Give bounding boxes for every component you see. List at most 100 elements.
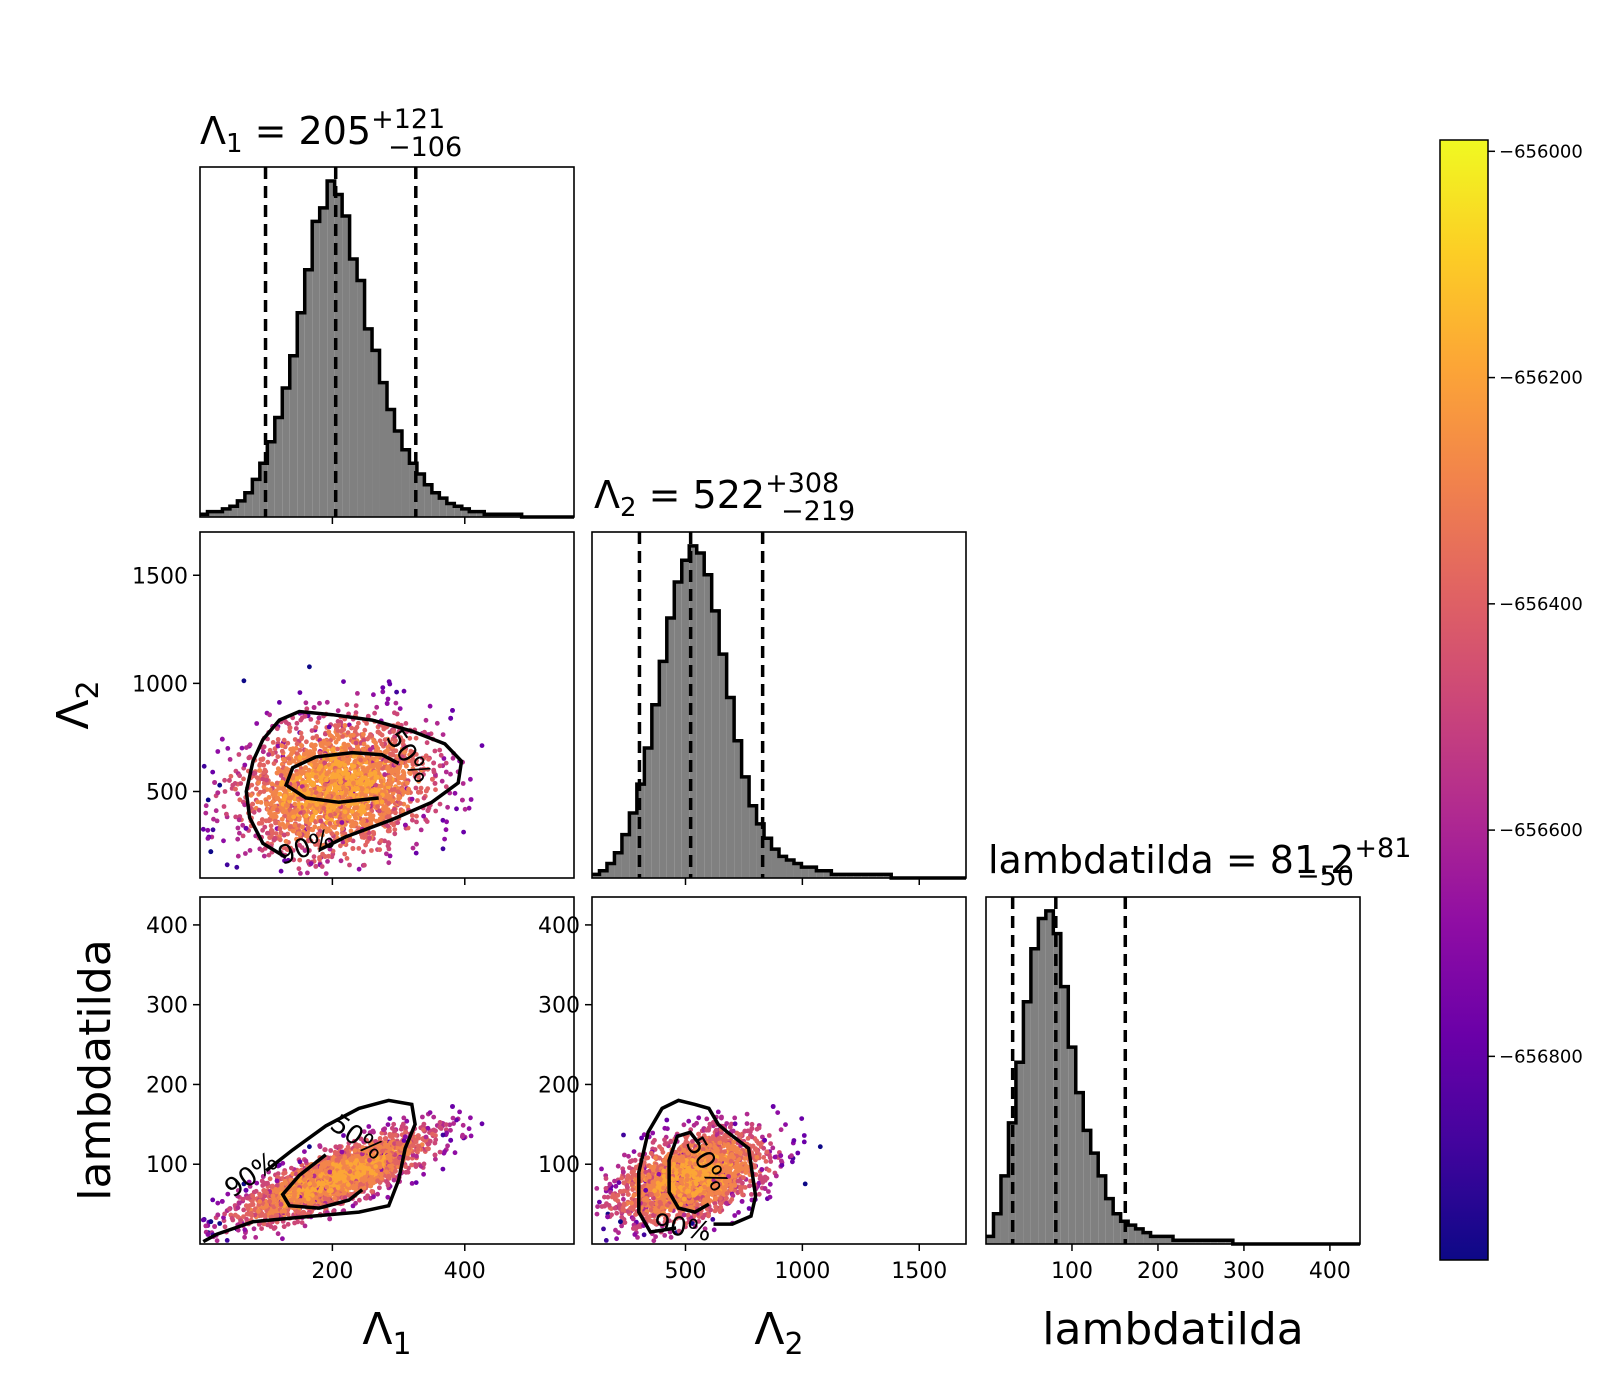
scatter-point [265, 830, 270, 836]
scatter-point [251, 809, 257, 815]
histogram-bar [319, 207, 328, 517]
scatter-point [421, 756, 426, 761]
scatter-point [355, 771, 361, 777]
scatter-point [241, 1207, 247, 1213]
scatter-point [400, 808, 406, 814]
scatter-point [403, 1129, 408, 1135]
scatter-point [437, 1120, 443, 1125]
scatter-point [410, 817, 415, 823]
scatter-point [260, 756, 266, 762]
scatter-point [294, 836, 299, 842]
histogram-bar [207, 511, 215, 517]
scatter-point [445, 804, 450, 810]
scatter-point [256, 821, 262, 826]
scatter-point [443, 1122, 449, 1127]
scatter-point [317, 815, 323, 820]
scatter-point [321, 805, 327, 811]
scatter-point [337, 775, 343, 781]
scatter-point [292, 737, 298, 742]
scatter-point [384, 851, 389, 857]
scatter-point [440, 846, 446, 852]
scatter-point [385, 792, 391, 798]
scatter-point [329, 831, 335, 837]
scatter-point [425, 1125, 431, 1131]
scatter-point [440, 1166, 446, 1172]
scatter-point [440, 732, 446, 737]
scatter-point [289, 1165, 294, 1171]
scatter-point [343, 788, 349, 793]
scatter-point [279, 779, 285, 785]
scatter-point [420, 1123, 426, 1129]
scatter-point [302, 787, 307, 793]
scatter-point [277, 826, 283, 832]
histogram-frame [591, 531, 967, 879]
scatter-point [296, 816, 302, 822]
scatter-point [382, 737, 388, 743]
scatter-point [421, 766, 427, 772]
scatter-point [294, 771, 300, 777]
scatter-point [426, 1146, 431, 1152]
scatter-point [403, 1164, 408, 1169]
scatter-point [387, 796, 393, 802]
scatter-point [264, 777, 269, 783]
scatter-point [313, 810, 319, 816]
scatter-point [302, 848, 308, 853]
scatter-point [313, 864, 319, 869]
scatter-point [369, 1189, 375, 1194]
scatter-point [315, 720, 321, 725]
scatter-point [250, 1202, 255, 1207]
scatter-point [385, 764, 391, 770]
scatter-point [327, 846, 333, 852]
scatter-point [285, 857, 291, 863]
histogram-bar [786, 859, 794, 878]
scatter-point [222, 789, 228, 794]
scatter-point [424, 788, 429, 794]
histogram-bar [312, 221, 320, 517]
scatter-point [334, 724, 340, 730]
scatter-point [277, 700, 282, 705]
scatter-point [319, 864, 325, 869]
scatter-point [414, 1153, 419, 1159]
scatter-point [217, 1221, 223, 1226]
scatter-point [448, 715, 454, 721]
scatter-point [414, 819, 419, 825]
scatter-point [368, 733, 374, 739]
scatter-frame [199, 531, 575, 879]
scatter-point [344, 775, 350, 781]
scatter-point [284, 766, 289, 772]
scatter-point [310, 813, 316, 819]
scatter-point [238, 1218, 244, 1223]
scatter-point [222, 1224, 228, 1230]
scatter-point [304, 833, 310, 839]
histogram-bar [696, 553, 705, 878]
scatter-point [371, 756, 377, 762]
scatter-point [375, 774, 380, 780]
scatter-point [364, 788, 370, 793]
scatter-point [257, 763, 262, 768]
scatter-point [305, 870, 310, 876]
scatter-point [277, 837, 283, 843]
scatter-point [378, 783, 384, 789]
scatter-point [225, 746, 231, 751]
scatter-point [387, 853, 393, 859]
scatter-point [418, 827, 424, 833]
scatter-point [386, 679, 392, 684]
histogram-bar [469, 511, 477, 517]
histogram-bar [838, 874, 847, 878]
scatter-point [364, 839, 370, 845]
scatter-point [443, 769, 449, 775]
scatter-point [345, 742, 351, 748]
scatter-point [351, 1138, 357, 1144]
scatter-point [262, 767, 268, 773]
histogram-bar [387, 409, 395, 517]
scatter-point [208, 849, 214, 855]
scatter-point [414, 841, 419, 847]
scatter-point [347, 837, 353, 842]
scatter-point [276, 785, 282, 791]
histogram-outline [592, 544, 966, 880]
scatter-point [373, 744, 379, 749]
histogram-bar [431, 492, 440, 517]
scatter-point [305, 772, 310, 778]
scatter-point [374, 704, 380, 710]
